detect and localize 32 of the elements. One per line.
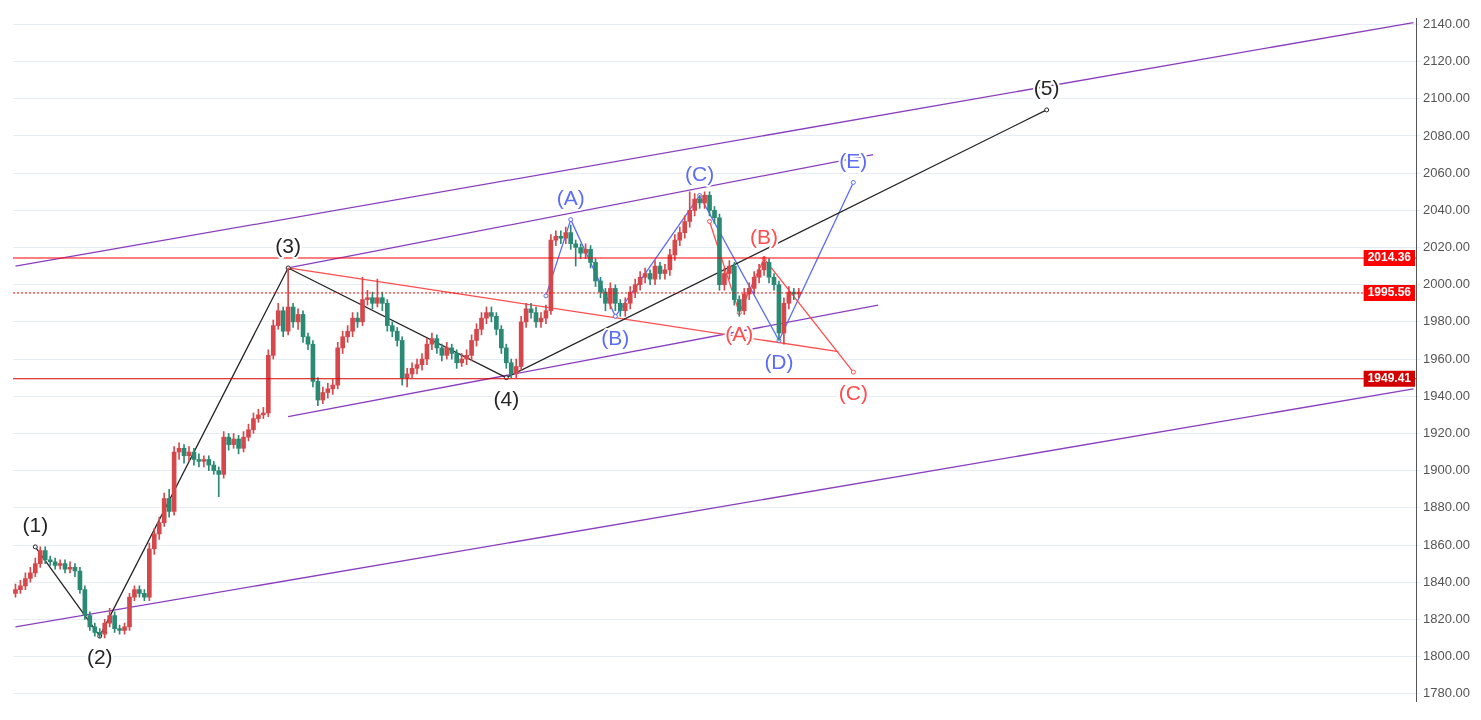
annotation: (3) bbox=[275, 234, 301, 258]
y-tick-label: 2020.00 bbox=[1423, 239, 1471, 255]
y-tick-label: 1980.00 bbox=[1423, 313, 1471, 329]
y-tick-label: 1960.00 bbox=[1423, 350, 1471, 366]
ref-line-label: 2014.36 bbox=[1367, 250, 1412, 265]
y-tick-label: 1940.00 bbox=[1423, 387, 1471, 403]
annotation: (D) bbox=[764, 349, 794, 373]
annotation: (2) bbox=[86, 645, 113, 669]
y-tick-label: 2080.00 bbox=[1423, 127, 1471, 143]
y-tick-label: 2140.00 bbox=[1423, 15, 1471, 31]
y-tick-label: 2040.00 bbox=[1423, 201, 1471, 217]
y-tick-label: 1840.00 bbox=[1423, 573, 1471, 589]
y-tick-label: 1860.00 bbox=[1423, 536, 1471, 552]
y-tick-label: 2060.00 bbox=[1423, 164, 1471, 180]
y-tick-label: 1900.00 bbox=[1423, 462, 1471, 478]
annotation: (1) bbox=[22, 513, 49, 537]
annotation: (B) bbox=[601, 325, 630, 349]
annotation: (A) bbox=[556, 185, 585, 209]
annotation: (C) bbox=[685, 161, 715, 185]
y-tick-label: 1780.00 bbox=[1423, 685, 1471, 701]
y-tick-label: 2000.00 bbox=[1423, 276, 1471, 292]
y-tick-label: 2100.00 bbox=[1423, 90, 1471, 106]
annotation: (C) bbox=[838, 381, 868, 405]
y-tick-label: 1800.00 bbox=[1423, 648, 1471, 664]
annotation: (4) bbox=[493, 386, 520, 410]
y-tick-label: 1820.00 bbox=[1423, 610, 1471, 626]
ref-line-label: 1995.56 bbox=[1367, 285, 1412, 300]
y-tick-label: 2120.00 bbox=[1423, 53, 1471, 69]
y-tick-label: 1880.00 bbox=[1423, 499, 1471, 515]
annotation: (B) bbox=[750, 224, 779, 248]
y-tick-label: 1920.00 bbox=[1423, 425, 1471, 441]
ref-line-label: 1949.41 bbox=[1367, 371, 1412, 386]
